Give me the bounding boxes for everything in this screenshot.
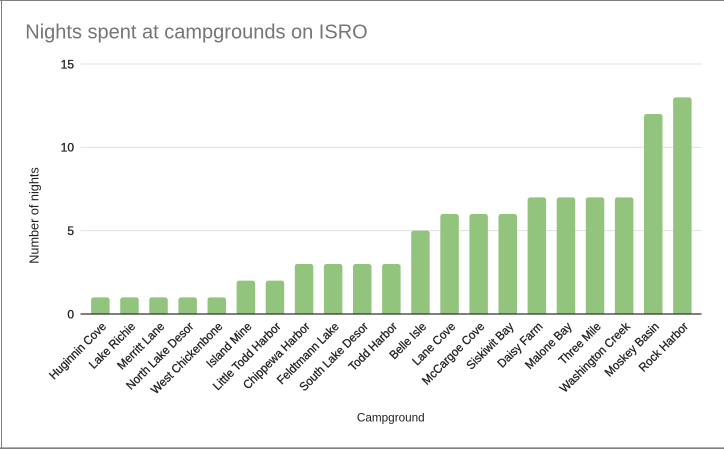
svg-text:Nights spent at campgrounds on: Nights spent at campgrounds on ISRO <box>25 22 367 44</box>
svg-text:0: 0 <box>67 307 74 321</box>
svg-text:15: 15 <box>61 57 75 71</box>
svg-text:Number of nights: Number of nights <box>27 167 42 264</box>
svg-text:Campground: Campground <box>357 411 425 425</box>
svg-text:10: 10 <box>61 141 75 155</box>
svg-text:5: 5 <box>67 224 74 238</box>
